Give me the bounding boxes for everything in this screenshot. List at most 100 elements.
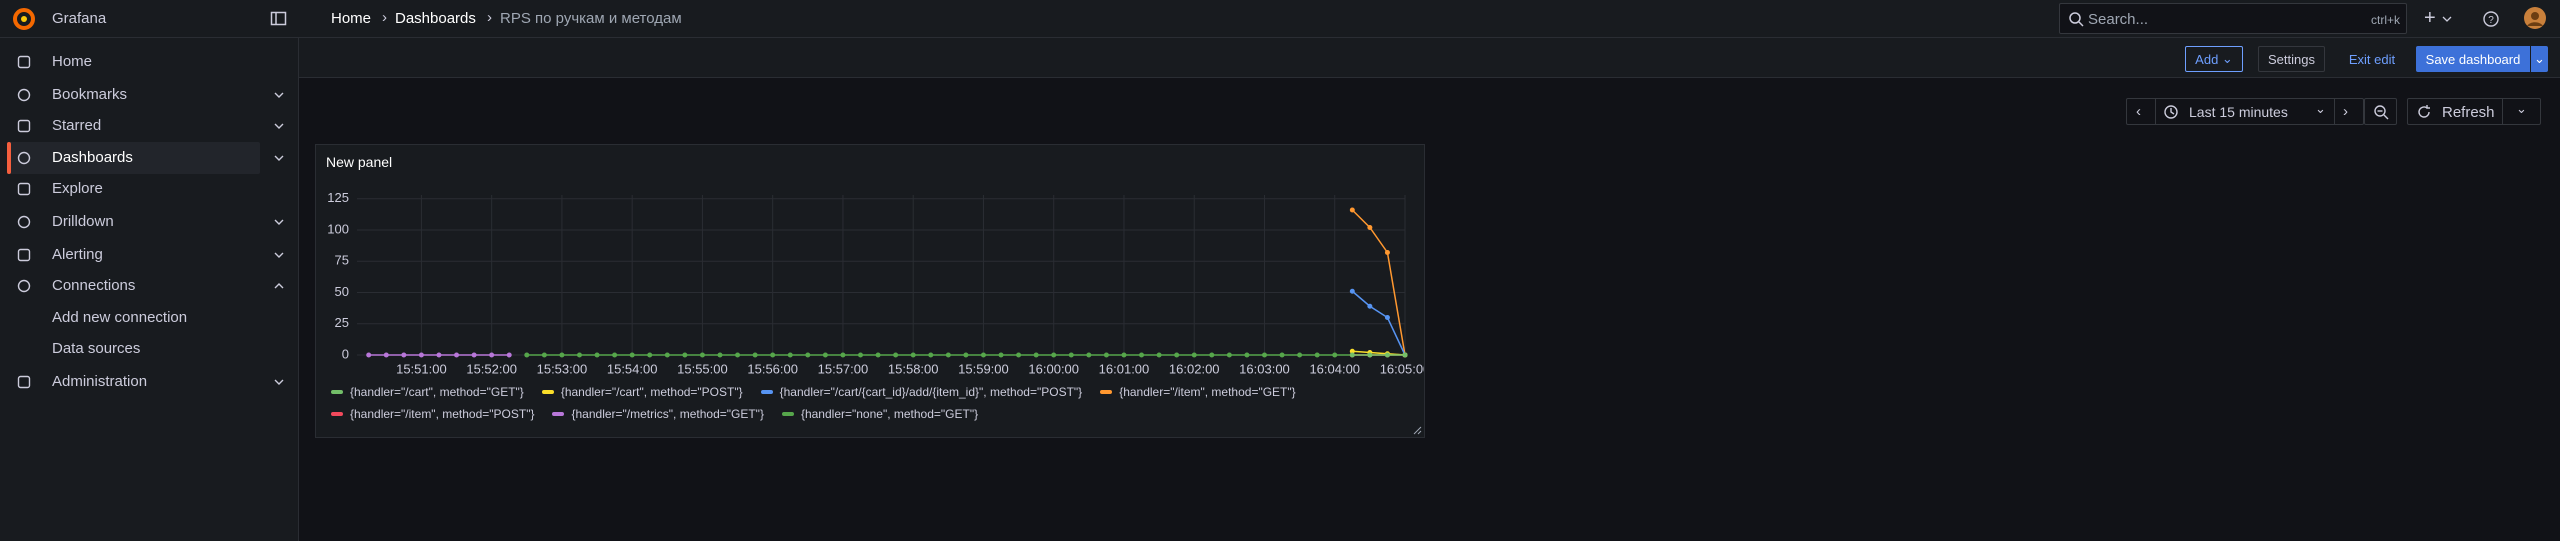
y-tick-label: 125	[327, 190, 349, 205]
save-button[interactable]: Save dashboard	[2416, 46, 2530, 72]
legend-swatch	[552, 412, 565, 416]
data-point	[998, 352, 1004, 358]
nav-item[interactable]: Starred	[52, 117, 102, 134]
legend-item[interactable]: {handler="/cart/{cart_id}/add/{item_id}"…	[760, 385, 1082, 399]
dock-icon[interactable]	[270, 10, 288, 28]
chart: 0 25 50 75 100 125 15:51:00 15:52:00 15:53:00 15:…	[327, 190, 1424, 376]
data-point	[559, 352, 565, 358]
data-point	[805, 352, 811, 358]
legend-item[interactable]: {handler="/cart", method="POST"}	[541, 385, 743, 399]
time-range: Last 15 minutes	[2189, 104, 2288, 120]
chevron[interactable]	[274, 251, 284, 259]
separator: ›	[487, 9, 492, 26]
y-tick-label: 25	[335, 315, 349, 330]
data-point	[1349, 288, 1355, 294]
chevron[interactable]	[274, 91, 284, 99]
data-point	[418, 352, 424, 358]
series-line	[1351, 290, 1406, 356]
breadcrumb[interactable]: Dashboards	[395, 10, 476, 27]
add-button[interactable]: Add ⌄	[2185, 46, 2243, 72]
data-point	[910, 352, 916, 358]
time-picker[interactable]: ‹ Last 15 minutes ⌄ ›	[2126, 98, 2364, 125]
x-tick-label: 15:56:00	[747, 361, 798, 376]
data-point	[1261, 352, 1267, 358]
nav-item[interactable]: Bookmarks	[52, 86, 128, 103]
breadcrumb: RPS по ручкам и методам	[500, 10, 682, 27]
legend-swatch	[331, 390, 343, 394]
legend-item[interactable]: {handler="none", method="GET"}	[781, 407, 978, 421]
app-name: Grafana	[52, 10, 107, 27]
divider	[2155, 99, 2156, 124]
nav-icon	[17, 151, 31, 165]
data-point	[1384, 315, 1390, 320]
nav-item[interactable]: Alerting	[52, 246, 103, 263]
help-icon[interactable]: ?	[2482, 10, 2500, 28]
avatar[interactable]	[2524, 7, 2546, 29]
active-item	[7, 142, 260, 174]
data-point	[1121, 352, 1127, 358]
y-tick-label: 0	[342, 346, 349, 361]
data-point	[1051, 352, 1057, 358]
chevron[interactable]	[274, 218, 284, 226]
data-point	[594, 352, 600, 358]
data-point	[664, 352, 670, 358]
legend-label: {handler="/cart", method="POST"}	[560, 385, 743, 399]
data-point	[541, 352, 547, 358]
chevron[interactable]	[274, 154, 284, 162]
exit-edit-button[interactable]: Exit edit	[2348, 51, 2396, 67]
save-menu[interactable]: ⌄	[2531, 46, 2548, 72]
data-point	[875, 352, 881, 358]
legend: {handler="/cart", method="GET"} {handler=…	[331, 385, 1416, 421]
legend-item[interactable]: {handler="/cart", method="GET"}	[331, 385, 524, 399]
separator: ›	[382, 9, 387, 26]
resize-handle[interactable]	[1412, 425, 1422, 435]
nav-item[interactable]: Administration	[52, 373, 148, 390]
zoom-out[interactable]	[2364, 98, 2397, 125]
nav-item[interactable]: Dashboards	[52, 149, 133, 166]
data-point	[735, 352, 741, 358]
data-point	[1384, 250, 1390, 255]
legend-label: {handler="/item", method="POST"}	[350, 407, 535, 421]
data-point	[1367, 225, 1373, 230]
chevron[interactable]	[274, 378, 284, 386]
nav-item[interactable]: Drilldown	[52, 213, 114, 230]
refresh-picker[interactable]: Refresh ⌄	[2407, 98, 2541, 125]
icon-shape	[17, 151, 31, 165]
data-point	[1349, 207, 1355, 213]
data-point	[840, 352, 846, 358]
x-tick-label: 16:00:00	[1028, 361, 1079, 376]
series-line	[1351, 209, 1406, 356]
data-point	[454, 352, 460, 358]
data-point	[699, 352, 705, 358]
legend-item[interactable]: {handler="/metrics", method="GET"}	[552, 407, 764, 421]
nav-icon	[17, 248, 31, 262]
nav-item[interactable]: Add new connection	[52, 309, 188, 326]
breadcrumb[interactable]: Home	[331, 10, 372, 27]
new-button[interactable]: +	[2424, 7, 2436, 29]
toolbar: Add ⌄ Settings Exit edit Save dashboard …	[299, 38, 2560, 78]
data-point	[436, 352, 442, 358]
shift-back[interactable]: ‹	[2136, 103, 2141, 120]
data-point	[963, 352, 969, 358]
x-tick-label: 15:54:00	[607, 361, 658, 376]
settings-button[interactable]: Settings	[2258, 46, 2325, 72]
nav-item[interactable]: Home	[52, 53, 93, 70]
data-point	[1139, 352, 1145, 358]
x-tick-label: 16:02:00	[1169, 361, 1220, 376]
legend-item[interactable]: {handler="/item", method="POST"}	[331, 407, 534, 421]
x-tick-label: 15:55:00	[677, 361, 728, 376]
x-tick-label: 15:52:00	[466, 361, 517, 376]
nav-item[interactable]: Explore	[52, 180, 103, 197]
data-point	[1314, 352, 1320, 358]
search-box[interactable]: Search... ctrl+k	[2059, 3, 2407, 34]
chevron[interactable]	[274, 282, 284, 290]
chevron: ⌄	[2315, 101, 2326, 116]
chevron[interactable]	[274, 122, 284, 130]
nav-item[interactable]: Connections	[52, 277, 136, 294]
icon-shape	[17, 248, 31, 262]
shift-forward[interactable]: ›	[2343, 103, 2348, 120]
search-icon	[2069, 12, 2084, 27]
legend-item[interactable]: {handler="/item", method="GET"}	[1100, 385, 1296, 399]
icon-shape	[17, 215, 31, 229]
nav-item[interactable]: Data sources	[52, 340, 141, 357]
